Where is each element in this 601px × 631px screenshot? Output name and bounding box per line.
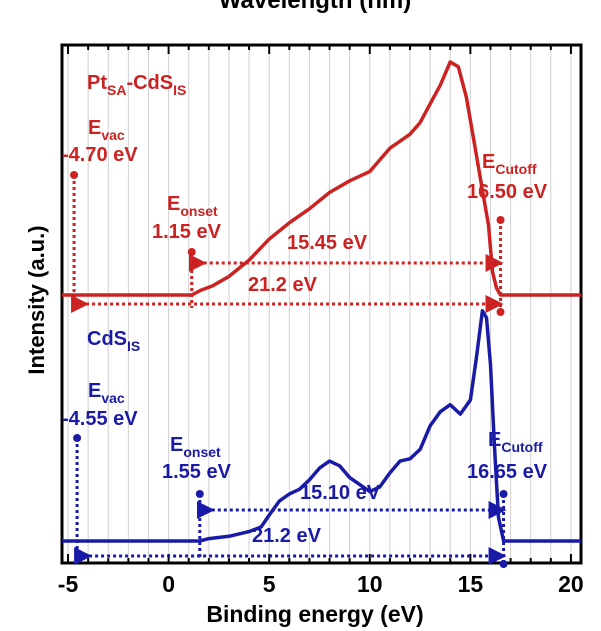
legend-blue-main: CdS	[87, 328, 127, 350]
blue-evac-value: -4.55 eV	[62, 408, 138, 430]
blue-evac-label: Evac	[88, 380, 125, 406]
onset-dot-1	[195, 490, 204, 498]
series-line-0	[62, 60, 581, 297]
red-onset-e: E	[167, 193, 180, 215]
blue-onset-e: E	[170, 434, 183, 456]
blue-onset-label: Eonset	[170, 434, 221, 460]
cutoff-base-dot-0	[496, 308, 505, 316]
red-cutoff-sub: Cutoff	[495, 161, 537, 177]
red-evac-label: Evac	[88, 117, 125, 143]
x-tick-label: 0	[162, 571, 175, 597]
red-onset-sub: onset	[180, 203, 218, 219]
legend-red-sub1: SA	[107, 82, 126, 98]
red-cutoff-e: E	[482, 151, 495, 173]
legend-blue-sub1: IS	[127, 338, 140, 354]
red-evac-sub: vac	[101, 127, 125, 143]
x-axis-label: Binding energy (eV)	[206, 601, 423, 627]
series-line-1	[62, 308, 581, 543]
onset-dot-0	[187, 248, 196, 256]
blue-evac-sub: vac	[101, 390, 125, 406]
legend-red-main: Pt	[87, 72, 107, 94]
red-evac-e: E	[88, 117, 101, 139]
cutoff-dot-1	[499, 490, 508, 498]
x-tick-label: 20	[558, 571, 584, 597]
blue-cutoff-label: ECutoff	[488, 429, 543, 455]
x-tick-label: -5	[58, 571, 79, 597]
blue-span-label: 21.2 eV	[252, 525, 322, 547]
blue-onset-sub: onset	[183, 444, 221, 460]
red-width-label: 15.45 eV	[287, 232, 368, 254]
legend-red-mid: -CdS	[126, 72, 173, 94]
evac-dot-1	[73, 434, 82, 442]
legend-red: PtSA-CdSIS	[87, 72, 186, 98]
x-tick-label: 10	[357, 571, 383, 597]
evac-dot-0	[70, 171, 79, 179]
y-axis-label: Intensity (a.u.)	[24, 225, 49, 374]
top-axis-label: Wavelength (nm)	[219, 0, 411, 14]
legend-blue: CdSIS	[87, 328, 140, 354]
red-onset-label: Eonset	[167, 193, 218, 219]
blue-onset-value: 1.55 eV	[162, 461, 232, 483]
blue-width-label: 15.10 eV	[300, 482, 381, 504]
blue-evac-e: E	[88, 380, 101, 402]
blue-cutoff-e: E	[488, 429, 501, 451]
cutoff-base-dot-1	[499, 560, 508, 568]
cutoff-dot-0	[496, 216, 505, 224]
red-cutoff-value: 16.50 eV	[467, 181, 548, 203]
red-onset-value: 1.15 eV	[152, 221, 222, 243]
x-tick-label: 15	[458, 571, 484, 597]
series-layer	[62, 60, 581, 568]
red-span-label: 21.2 eV	[248, 274, 318, 296]
blue-cutoff-value: 16.65 eV	[467, 461, 548, 483]
red-evac-value: -4.70 eV	[62, 144, 138, 166]
red-cutoff-label: ECutoff	[482, 151, 537, 177]
blue-cutoff-sub: Cutoff	[501, 439, 543, 455]
x-tick-label: 5	[263, 571, 276, 597]
legend-red-sub2: IS	[173, 82, 186, 98]
